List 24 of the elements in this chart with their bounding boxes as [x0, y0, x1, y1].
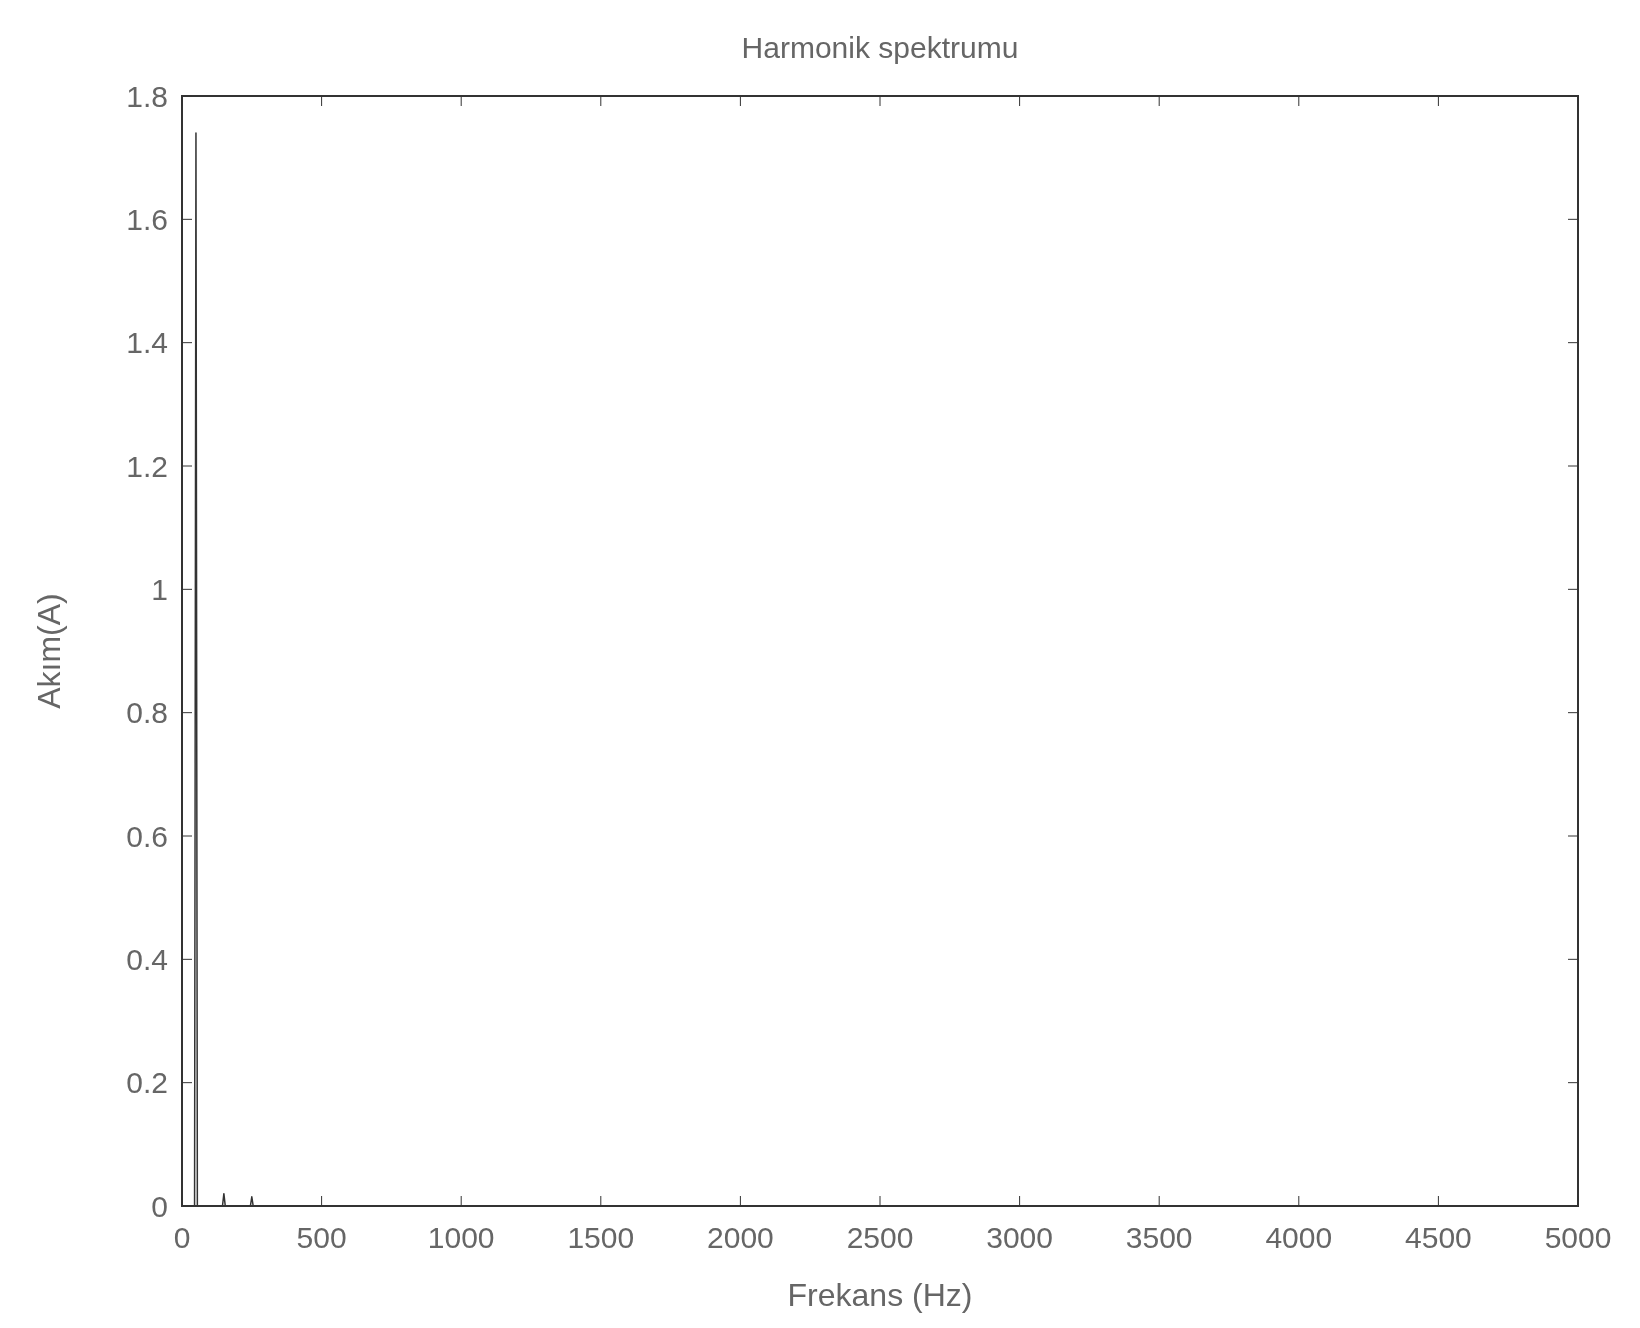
y-axis-title: Akım(A) — [31, 593, 67, 709]
x-tick-label: 5000 — [1544, 1221, 1612, 1254]
y-tick-label: 0.4 — [126, 942, 168, 976]
x-tick-label: 4000 — [1265, 1221, 1333, 1254]
x-tick-label: 3000 — [986, 1221, 1053, 1254]
y-tick-label: 0.8 — [126, 696, 168, 730]
x-tick-label: 4500 — [1405, 1221, 1472, 1254]
x-tick-label: 0 — [173, 1221, 191, 1254]
x-axis-title: Frekans (Hz) — [787, 1277, 973, 1313]
y-tick-label: 1 — [151, 572, 168, 606]
x-tick-label: 500 — [296, 1221, 347, 1254]
x-tick-label: 1000 — [427, 1221, 495, 1254]
x-tick-label: 1500 — [567, 1221, 635, 1254]
y-tick-label: 1.2 — [126, 449, 168, 483]
x-tick-label: 3500 — [1125, 1221, 1193, 1254]
y-tick-label: 0.6 — [126, 819, 168, 853]
y-tick-label: 0 — [151, 1189, 168, 1223]
x-tick-label: 2500 — [846, 1221, 914, 1254]
x-tick-label: 2000 — [707, 1221, 774, 1254]
chart-title: Harmonik spektrumu — [741, 31, 1019, 64]
y-tick-label: 1.6 — [126, 202, 168, 236]
y-tick-label: 1.8 — [126, 79, 168, 113]
y-tick-label: 1.4 — [126, 326, 168, 360]
y-tick-label: 0.2 — [126, 1066, 168, 1100]
